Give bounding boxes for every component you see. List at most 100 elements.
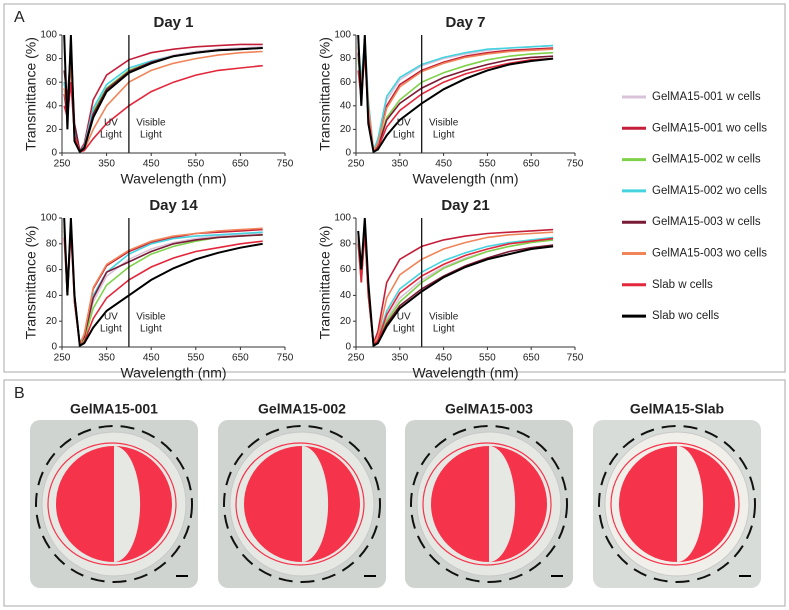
x-axis-label: Wavelength (nm) bbox=[120, 365, 226, 381]
y-tick-label: 40 bbox=[340, 290, 352, 301]
annotation: Light bbox=[100, 324, 122, 335]
x-tick-label: 650 bbox=[523, 353, 540, 364]
y-tick-label: 0 bbox=[51, 342, 57, 353]
panel-b-frame bbox=[3, 379, 786, 607]
red-outline bbox=[47, 442, 177, 566]
red-half bbox=[244, 446, 302, 562]
y-tick-label: 60 bbox=[46, 77, 58, 88]
red-crescent bbox=[677, 446, 735, 562]
x-tick-label: 250 bbox=[54, 159, 71, 170]
series-line bbox=[63, 34, 263, 154]
panel-letter: A bbox=[14, 9, 25, 26]
y-tick-label: 0 bbox=[51, 148, 57, 159]
y-tick-label: 100 bbox=[40, 30, 57, 41]
legend-label: GelMA15-003 w cells bbox=[652, 216, 761, 228]
annotation: Light bbox=[140, 130, 162, 141]
y-axis-label: Transmittance (%) bbox=[317, 226, 333, 340]
x-axis-label: Wavelength (nm) bbox=[412, 171, 518, 187]
x-axis-label: Wavelength (nm) bbox=[412, 365, 518, 381]
y-tick-label: 40 bbox=[340, 100, 352, 111]
red-half bbox=[56, 446, 114, 562]
y-tick-label: 0 bbox=[345, 342, 351, 353]
x-tick-label: 750 bbox=[567, 353, 584, 364]
annotation: Light bbox=[393, 324, 415, 335]
x-tick-label: 250 bbox=[348, 159, 365, 170]
legend-label: GelMA15-003 wo cells bbox=[652, 248, 767, 260]
y-tick-label: 60 bbox=[340, 77, 352, 88]
annotation: Light bbox=[140, 324, 162, 335]
annotation: Visible bbox=[136, 118, 166, 129]
y-tick-label: 80 bbox=[46, 238, 58, 249]
series-line bbox=[357, 217, 554, 348]
annotation: Visible bbox=[429, 312, 459, 323]
series-line bbox=[357, 230, 554, 347]
photo-title: GelMA15-Slab bbox=[630, 401, 724, 417]
legend-label: GelMA15-001 wo cells bbox=[652, 122, 767, 134]
x-tick-label: 450 bbox=[435, 159, 452, 170]
photo-title: GelMA15-002 bbox=[258, 401, 346, 417]
red-half bbox=[431, 446, 489, 562]
x-tick-label: 550 bbox=[479, 353, 496, 364]
red-outline bbox=[610, 442, 740, 566]
y-tick-label: 100 bbox=[40, 213, 57, 224]
red-outline bbox=[422, 442, 552, 566]
y-axis-label: Transmittance (%) bbox=[317, 37, 333, 151]
x-tick-label: 550 bbox=[187, 159, 204, 170]
y-tick-label: 100 bbox=[334, 30, 351, 41]
y-tick-label: 100 bbox=[334, 213, 351, 224]
legend-label: Slab wo cells bbox=[652, 310, 719, 322]
y-tick-label: 20 bbox=[340, 124, 352, 135]
x-tick-label: 550 bbox=[187, 353, 204, 364]
legend-label: GelMA15-002 w cells bbox=[652, 154, 761, 166]
x-tick-label: 750 bbox=[567, 159, 584, 170]
x-tick-label: 750 bbox=[277, 353, 294, 364]
y-tick-label: 0 bbox=[345, 148, 351, 159]
legend-label: GelMA15-002 wo cells bbox=[652, 185, 767, 197]
annotation: UV bbox=[397, 118, 411, 129]
red-half bbox=[619, 446, 677, 562]
x-tick-label: 250 bbox=[348, 353, 365, 364]
annotation: Light bbox=[393, 130, 415, 141]
dashed-outline bbox=[598, 425, 756, 583]
y-tick-label: 80 bbox=[340, 53, 352, 64]
annotation: UV bbox=[397, 312, 411, 323]
annotation: UV bbox=[104, 312, 118, 323]
series-line bbox=[357, 230, 554, 347]
dashed-outline bbox=[410, 425, 568, 583]
red-crescent bbox=[489, 446, 547, 562]
chart-title: Day 14 bbox=[149, 197, 198, 214]
annotation: Visible bbox=[136, 312, 166, 323]
y-tick-label: 60 bbox=[46, 264, 58, 275]
panel-a-frame bbox=[3, 3, 786, 373]
y-axis-label: Transmittance (%) bbox=[23, 226, 39, 340]
chart-title: Day 21 bbox=[441, 197, 489, 214]
red-outline bbox=[235, 442, 365, 566]
chart-title: Day 7 bbox=[445, 14, 485, 31]
chart-title: Day 1 bbox=[153, 14, 193, 31]
x-tick-label: 650 bbox=[232, 353, 249, 364]
legend-label: GelMA15-001 w cells bbox=[652, 91, 761, 103]
x-tick-label: 450 bbox=[435, 353, 452, 364]
y-axis-label: Transmittance (%) bbox=[23, 37, 39, 151]
annotation: UV bbox=[104, 118, 118, 129]
series-line bbox=[357, 230, 554, 347]
x-tick-label: 350 bbox=[98, 159, 115, 170]
y-tick-label: 60 bbox=[340, 264, 352, 275]
x-tick-label: 650 bbox=[232, 159, 249, 170]
x-tick-label: 650 bbox=[523, 159, 540, 170]
y-tick-label: 40 bbox=[46, 290, 58, 301]
dashed-outline bbox=[35, 425, 193, 583]
x-tick-label: 450 bbox=[143, 159, 160, 170]
x-tick-label: 350 bbox=[391, 353, 408, 364]
x-tick-label: 350 bbox=[391, 159, 408, 170]
x-axis-label: Wavelength (nm) bbox=[120, 171, 226, 187]
annotation: Light bbox=[433, 130, 455, 141]
x-tick-label: 550 bbox=[479, 159, 496, 170]
x-tick-label: 350 bbox=[98, 353, 115, 364]
photos bbox=[30, 420, 761, 588]
x-tick-label: 750 bbox=[277, 159, 294, 170]
y-tick-label: 20 bbox=[46, 124, 58, 135]
photo-title: GelMA15-003 bbox=[445, 401, 533, 417]
panel-letter: B bbox=[14, 385, 25, 402]
